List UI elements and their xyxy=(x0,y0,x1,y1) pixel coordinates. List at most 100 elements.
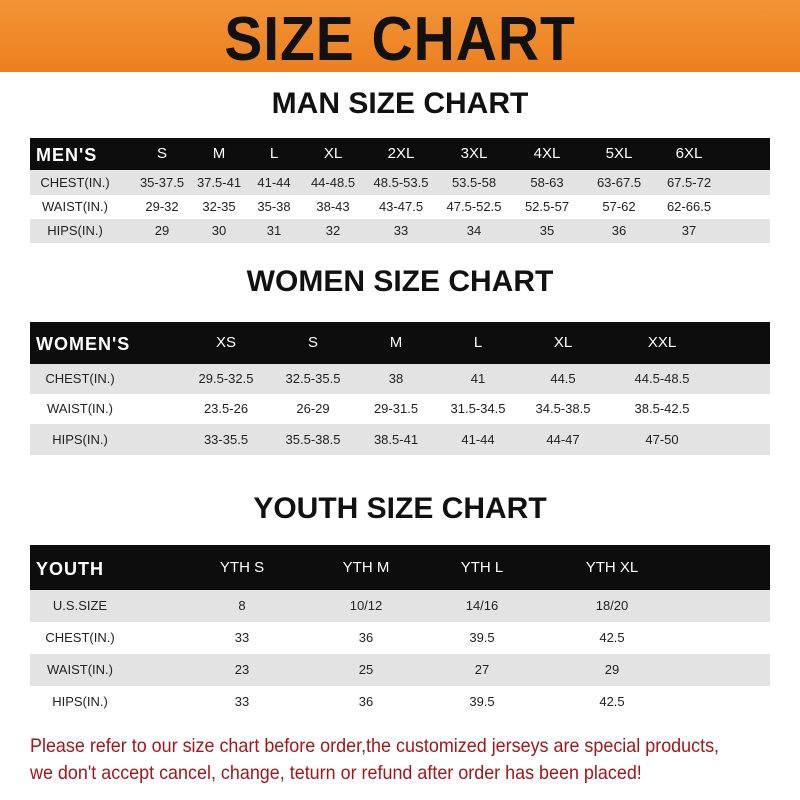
measurement-cell: 29 xyxy=(154,223,170,238)
size-header-cell: YTH M xyxy=(342,558,390,576)
measurement-cell: 38.5-41 xyxy=(373,431,419,447)
size-header-cell: XS xyxy=(215,334,237,351)
measurement-cell: 42.5 xyxy=(599,694,625,709)
measurement-cell: 14/16 xyxy=(465,598,499,613)
measurement-cell: 39.5 xyxy=(469,694,495,709)
size-header-cell: M xyxy=(212,145,226,162)
measurement-cell: 47-50 xyxy=(645,431,679,447)
row-label: WAIST(IN.) xyxy=(47,401,113,416)
measurement-cell: 37.5-41 xyxy=(196,174,242,190)
measurement-cell: 27 xyxy=(474,662,490,677)
measurement-cell: 33 xyxy=(234,630,250,645)
size-header-cell: 6XL xyxy=(675,145,703,162)
note-line-1: Please refer to our size chart before or… xyxy=(30,735,720,757)
measurement-cell: 44.5 xyxy=(550,371,576,386)
row-label: WAIST(IN.) xyxy=(47,662,113,677)
size-header-cell: XL xyxy=(553,334,573,351)
measurement-cell: 42.5 xyxy=(599,630,625,645)
measurement-cell: 63-67.5 xyxy=(596,174,642,190)
measurement-cell: 52.5-57 xyxy=(524,199,570,214)
measurement-cell: 44.5-48.5 xyxy=(634,371,690,386)
table-row: WAIST(IN.) 29-32 32-35 35-38 38-43 43-47.5 47.… xyxy=(30,195,770,219)
measurement-cell: 38.5-42.5 xyxy=(634,401,690,416)
measurement-cell: 32-35 xyxy=(202,199,236,214)
measurement-cell: 29.5-32.5 xyxy=(198,371,254,386)
row-label: HIPS(IN.) xyxy=(52,694,108,709)
measurement-cell: 25 xyxy=(358,662,374,677)
measurement-cell: 35 xyxy=(539,223,555,238)
table-row: CHEST(IN.) 33 36 39.5 42.5 xyxy=(30,622,770,654)
size-header-cell: S xyxy=(307,334,319,351)
measurement-cell: 67.5-72 xyxy=(666,174,712,190)
measurement-cell: 41-44 xyxy=(257,174,291,190)
measurement-cell: 26-29 xyxy=(296,401,330,416)
table-row: HIPS(IN.) 29 30 31 32 33 34 35 36 37 xyxy=(30,219,770,243)
row-label: CHEST(IN.) xyxy=(45,630,115,645)
size-header-cell: 2XL xyxy=(387,145,415,162)
measurement-cell: 33 xyxy=(393,223,409,238)
measurement-cell: 29-31.5 xyxy=(373,401,419,416)
size-header-cell: XXL xyxy=(647,334,677,351)
row-label: HIPS(IN.) xyxy=(52,431,108,447)
measurement-cell: 36 xyxy=(611,223,627,238)
size-header-cell: YTH S xyxy=(219,558,265,576)
table-row: HIPS(IN.) 33 36 39.5 42.5 xyxy=(30,686,770,718)
table-title-cell: YOUTH xyxy=(36,558,104,579)
size-header-cell: 4XL xyxy=(533,145,561,162)
measurement-cell: 34.5-38.5 xyxy=(535,401,591,416)
measurement-cell: 39.5 xyxy=(469,630,495,645)
row-label: CHEST(IN.) xyxy=(40,174,110,190)
measurement-cell: 44-48.5 xyxy=(310,174,356,190)
size-header-cell: 3XL xyxy=(460,145,488,162)
banner-title: SIZE CHART xyxy=(224,5,576,74)
measurement-cell: 23.5-26 xyxy=(203,401,249,416)
row-label: WAIST(IN.) xyxy=(42,199,108,214)
measurement-cell: 32 xyxy=(325,223,341,238)
measurement-cell: 43-47.5 xyxy=(378,199,424,214)
measurement-cell: 48.5-53.5 xyxy=(373,174,429,190)
table-title-cell: MEN'S xyxy=(36,145,98,165)
men-section-title: MAN SIZE CHART xyxy=(271,87,529,120)
measurement-cell: 18/20 xyxy=(595,598,629,613)
measurement-cell: 58-63 xyxy=(530,174,564,190)
table-row: HIPS(IN.) 33-35.5 35.5-38.5 38.5-41 41-44 44-… xyxy=(30,424,770,455)
measurement-cell: 34 xyxy=(466,223,482,238)
measurement-cell: 31.5-34.5 xyxy=(450,401,506,416)
size-header-cell: S xyxy=(156,145,168,162)
table-header-row: YOUTH YTH S YTH M YTH L YTH XL xyxy=(30,545,770,590)
table-header-row: MEN'S S M L XL 2XL 3XL 4XL 5XL 6XL xyxy=(30,138,770,170)
measurement-cell: 53.5-58 xyxy=(451,174,497,190)
size-header-cell: YTH XL xyxy=(585,558,639,576)
note-line-2: we don't accept cancel, change, teturn o… xyxy=(30,762,642,784)
size-header-cell: L xyxy=(269,145,279,162)
measurement-cell: 62-66.5 xyxy=(666,199,712,214)
table-row: CHEST(IN.) 29.5-32.5 32.5-35.5 38 41 44.5 44.5… xyxy=(30,364,770,394)
measurement-cell: 30 xyxy=(211,223,227,238)
measurement-cell: 35-37.5 xyxy=(139,174,185,190)
table-header-row: WOMEN'S XS S M L XL XXL xyxy=(30,322,770,364)
women-section-title: WOMEN SIZE CHART xyxy=(246,265,554,298)
row-label: CHEST(IN.) xyxy=(45,371,115,386)
measurement-cell: 41-44 xyxy=(461,431,495,447)
measurement-cell: 33 xyxy=(234,694,250,709)
measurement-cell: 10/12 xyxy=(349,598,383,613)
measurement-cell: 33-35.5 xyxy=(203,431,249,447)
size-header-cell: M xyxy=(389,334,403,351)
size-header-cell: XL xyxy=(323,145,343,162)
size-header-cell: 5XL xyxy=(605,145,633,162)
measurement-cell: 36 xyxy=(358,630,374,645)
measurement-cell: 31 xyxy=(266,223,282,238)
measurement-cell: 8 xyxy=(238,598,246,613)
measurement-cell: 23 xyxy=(234,662,250,677)
row-label: U.S.SIZE xyxy=(52,598,108,613)
table-title-cell: WOMEN'S xyxy=(36,334,131,354)
measurement-cell: 57-62 xyxy=(602,199,636,214)
measurement-cell: 37 xyxy=(681,223,697,238)
size-header-cell: L xyxy=(473,334,483,351)
measurement-cell: 35-38 xyxy=(257,199,291,214)
table-row: WAIST(IN.) 23 25 27 29 xyxy=(30,654,770,686)
measurement-cell: 29 xyxy=(604,662,620,677)
measurement-cell: 41 xyxy=(470,371,486,386)
table-row: CHEST(IN.) 35-37.5 37.5-41 41-44 44-48.5 48.5… xyxy=(30,170,770,195)
measurement-cell: 29-32 xyxy=(145,199,179,214)
